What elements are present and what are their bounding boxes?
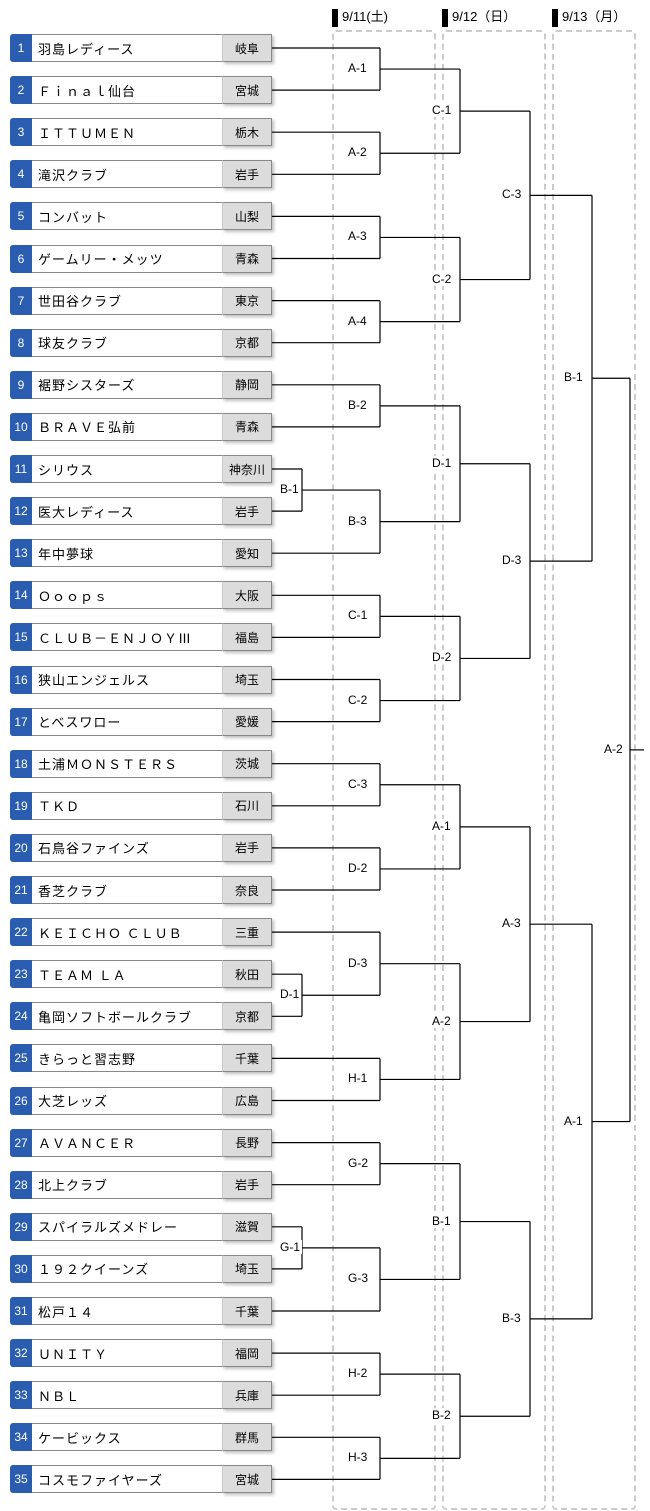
match-label: A-2 [430,1014,453,1028]
match-label: B-2 [346,398,369,412]
match-label: D-1 [430,456,453,470]
match-label: C-1 [430,103,453,117]
match-label: B-2 [430,1408,453,1422]
match-label: D-3 [346,956,369,970]
match-label: A-4 [346,314,369,328]
match-label: D-2 [346,861,369,875]
bracket-lines [0,0,650,1511]
match-label: B-3 [500,1311,523,1325]
match-label: A-1 [430,819,453,833]
match-label: B-3 [346,514,369,528]
match-label: H-3 [346,1450,369,1464]
match-label: A-1 [562,1114,585,1128]
match-label: H-2 [346,1366,369,1380]
match-label: B-1 [562,370,585,384]
match-label: A-2 [346,145,369,159]
match-label: A-2 [602,742,625,756]
match-label: G-1 [278,1240,302,1254]
match-label: D-1 [278,987,301,1001]
match-label: C-3 [500,187,523,201]
match-label: G-2 [346,1156,370,1170]
match-label: A-3 [500,916,523,930]
match-label: A-3 [346,229,369,243]
match-label: C-1 [346,608,369,622]
match-label: B-1 [430,1214,453,1228]
match-label: B-1 [278,482,301,496]
match-label: D-2 [430,650,453,664]
match-label: A-1 [346,61,369,75]
match-label: G-3 [346,1271,370,1285]
match-label: C-2 [430,272,453,286]
match-label: H-1 [346,1071,369,1085]
match-label: C-3 [346,777,369,791]
match-label: C-2 [346,693,369,707]
match-label: D-3 [500,553,523,567]
